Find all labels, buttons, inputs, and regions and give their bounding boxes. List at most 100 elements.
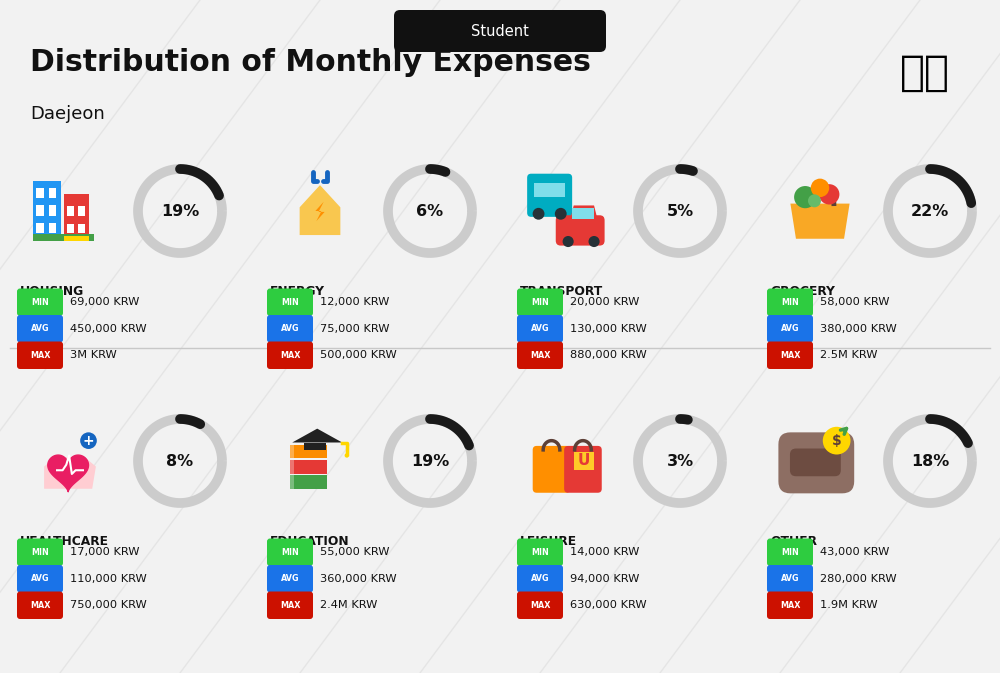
Text: 19%: 19% (411, 454, 449, 468)
Circle shape (345, 453, 349, 458)
Text: MAX: MAX (780, 351, 800, 360)
FancyBboxPatch shape (17, 341, 63, 369)
Text: 630,000 KRW: 630,000 KRW (570, 600, 647, 610)
Text: Distribution of Monthly Expenses: Distribution of Monthly Expenses (30, 48, 591, 77)
Text: 58,000 KRW: 58,000 KRW (820, 297, 890, 308)
Bar (78, 224, 85, 234)
Text: MAX: MAX (280, 351, 300, 360)
FancyBboxPatch shape (517, 565, 563, 592)
Text: 55,000 KRW: 55,000 KRW (320, 547, 390, 557)
Text: 750,000 KRW: 750,000 KRW (70, 600, 147, 610)
Bar (49, 205, 56, 215)
Bar (64, 236, 88, 241)
Text: OTHER: OTHER (770, 535, 817, 548)
Polygon shape (300, 185, 340, 235)
Text: 3M KRW: 3M KRW (70, 350, 117, 360)
Bar (36, 205, 44, 215)
Bar (67, 207, 74, 215)
Polygon shape (315, 202, 325, 221)
Bar (67, 224, 74, 234)
Text: AVG: AVG (781, 574, 799, 583)
FancyBboxPatch shape (527, 174, 572, 217)
Circle shape (808, 194, 821, 207)
Bar (304, 443, 326, 450)
Text: HEALTHCARE: HEALTHCARE (20, 535, 109, 548)
FancyBboxPatch shape (267, 289, 313, 316)
FancyBboxPatch shape (564, 446, 602, 493)
FancyBboxPatch shape (17, 315, 63, 343)
Text: MAX: MAX (530, 351, 550, 360)
Text: MIN: MIN (31, 548, 49, 557)
Text: 2.5M KRW: 2.5M KRW (820, 350, 878, 360)
Text: LEISURE: LEISURE (520, 535, 577, 548)
Text: MIN: MIN (31, 297, 49, 307)
Circle shape (533, 208, 544, 219)
FancyBboxPatch shape (394, 10, 606, 52)
FancyBboxPatch shape (17, 565, 63, 592)
Text: 380,000 KRW: 380,000 KRW (820, 324, 897, 334)
Text: 280,000 KRW: 280,000 KRW (820, 574, 897, 583)
Text: TRANSPORT: TRANSPORT (520, 285, 603, 298)
Text: 20,000 KRW: 20,000 KRW (570, 297, 639, 308)
Text: 18%: 18% (911, 454, 949, 468)
Text: MIN: MIN (281, 297, 299, 307)
Text: AVG: AVG (531, 574, 549, 583)
FancyBboxPatch shape (267, 565, 313, 592)
Text: MAX: MAX (280, 601, 300, 610)
Polygon shape (790, 204, 850, 239)
Bar (36, 223, 44, 234)
Text: U: U (578, 452, 590, 468)
Circle shape (588, 236, 600, 247)
Text: 5%: 5% (666, 203, 694, 219)
Text: EDUCATION: EDUCATION (270, 535, 350, 548)
Bar (33, 234, 94, 241)
Polygon shape (48, 455, 88, 492)
Text: 22%: 22% (911, 203, 949, 219)
FancyBboxPatch shape (767, 341, 813, 369)
Text: 880,000 KRW: 880,000 KRW (570, 350, 647, 360)
Text: 75,000 KRW: 75,000 KRW (320, 324, 390, 334)
Circle shape (555, 208, 567, 219)
Text: MAX: MAX (30, 351, 50, 360)
Text: AVG: AVG (31, 574, 49, 583)
Text: AVG: AVG (531, 324, 549, 333)
Circle shape (823, 427, 851, 454)
Text: 2.4M KRW: 2.4M KRW (320, 600, 377, 610)
Text: MIN: MIN (531, 297, 549, 307)
Bar (78, 207, 85, 215)
Bar (574, 452, 594, 470)
Text: Daejeon: Daejeon (30, 105, 105, 123)
Text: +: + (83, 433, 94, 448)
FancyBboxPatch shape (33, 182, 61, 241)
Text: 19%: 19% (161, 203, 199, 219)
FancyBboxPatch shape (517, 538, 563, 566)
Bar (290, 460, 294, 474)
Text: 110,000 KRW: 110,000 KRW (70, 574, 147, 583)
Text: 🇰🇷: 🇰🇷 (900, 52, 950, 94)
Bar (290, 445, 294, 458)
FancyBboxPatch shape (778, 432, 854, 493)
Bar (49, 188, 56, 198)
FancyBboxPatch shape (267, 538, 313, 566)
FancyBboxPatch shape (556, 215, 605, 246)
FancyBboxPatch shape (290, 475, 327, 489)
Text: MIN: MIN (281, 548, 299, 557)
Text: 17,000 KRW: 17,000 KRW (70, 547, 140, 557)
Text: MIN: MIN (781, 548, 799, 557)
Circle shape (819, 184, 839, 205)
Text: MIN: MIN (531, 548, 549, 557)
Text: MAX: MAX (530, 601, 550, 610)
Polygon shape (44, 457, 96, 489)
FancyBboxPatch shape (767, 315, 813, 343)
Text: Student: Student (471, 24, 529, 38)
Bar (36, 188, 44, 198)
Text: 3%: 3% (666, 454, 694, 468)
Text: ENERGY: ENERGY (270, 285, 325, 298)
FancyBboxPatch shape (517, 289, 563, 316)
Text: MAX: MAX (30, 601, 50, 610)
Text: 450,000 KRW: 450,000 KRW (70, 324, 147, 334)
Text: 94,000 KRW: 94,000 KRW (570, 574, 639, 583)
Text: MAX: MAX (780, 601, 800, 610)
FancyBboxPatch shape (17, 592, 63, 619)
Text: 130,000 KRW: 130,000 KRW (570, 324, 647, 334)
